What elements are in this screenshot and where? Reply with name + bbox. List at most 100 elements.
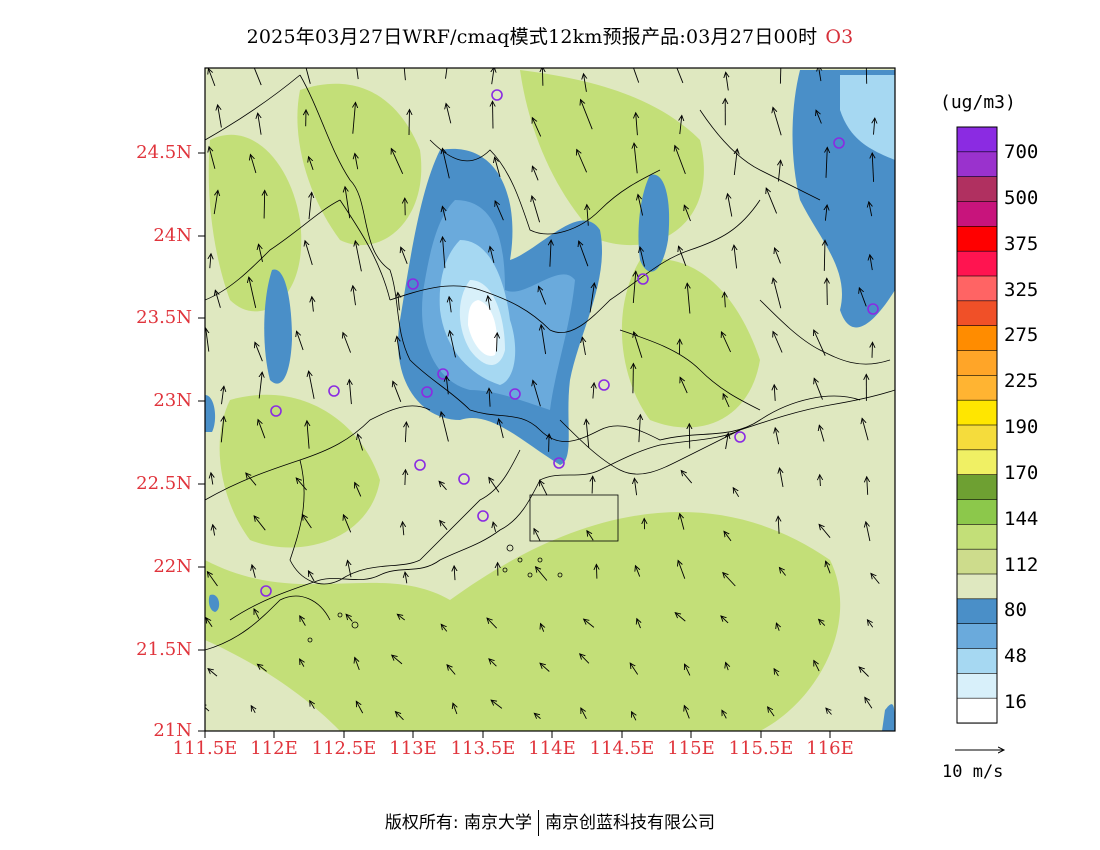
wind-arrow [814,330,826,356]
wind-arrow [723,394,730,408]
wind-arrow [403,68,406,81]
wind-arrow [489,659,497,667]
wind-arrow [589,283,594,313]
wind-arrow [633,364,634,394]
legend-label: 700 [1004,141,1039,163]
wind-arrow [353,286,356,306]
wind-arrow [206,618,213,627]
color-bar-segment [956,449,998,476]
legend-label: 48 [1004,645,1027,667]
field-blue-edge-w [205,395,216,432]
contour-field [205,68,895,731]
wind-arrow [246,473,257,486]
field-blue-edge-sw [208,594,220,612]
wind-arrow [675,146,686,175]
wind-arrow [630,663,639,675]
hongkong-box [529,494,619,542]
wind-arrow [534,529,541,542]
wind-arrow [491,700,503,709]
wind-arrow [312,297,314,312]
wind-arrow [684,706,690,719]
wind-arrow [446,376,448,395]
wind-arrow [305,68,311,84]
field-green-e [621,258,760,428]
station-marker [833,137,845,149]
wind-arrow [309,371,315,399]
color-bar-segment [956,524,998,550]
wind-arrow [541,325,547,355]
wind-arrow [540,663,550,672]
legend-label: 225 [1004,370,1039,392]
wind-arrow [721,616,729,624]
wind-arrow [355,658,360,671]
title-species: O3 [825,26,854,48]
wind-arrow [446,104,452,124]
wind-arrow [766,188,778,214]
wind-arrow [309,192,312,220]
lon-label: 113.5E [450,738,516,759]
wind-arrow [728,194,733,217]
lon-label: 116E [806,738,854,759]
wind-arrow [775,248,781,264]
footer: 版权所有: 南京大学 南京创蓝科技有限公司 [0,808,1100,836]
wind-arrow [871,573,880,584]
field-green-n [297,83,422,246]
wind-arrow [253,68,262,86]
wind-arrow [867,620,874,628]
wind-arrow [343,333,352,353]
wind-arrow [635,566,639,577]
wind-arrow [541,624,544,632]
wind-arrow [403,522,404,536]
wind-arrow [680,377,688,394]
color-bar-segment [956,126,998,153]
wind-arrow [774,385,775,401]
wind-arrow [721,332,732,353]
wind-arrow [493,522,496,532]
wind-arrow [453,703,457,715]
wind-arrow [250,155,257,174]
wind-arrow [300,616,306,626]
wind-arrow [678,561,686,579]
wind-arrow [533,380,541,407]
wind-arrow [401,247,408,264]
wind-arrow [726,72,729,91]
wind-arrow [866,522,871,542]
lon-label: 112.5E [311,738,377,759]
wind-arrow [819,619,826,626]
wind-arrow [447,665,456,675]
wind-arrow [487,618,498,629]
wind-arrow [820,475,821,487]
wind-arrow [257,664,267,672]
station-marker [437,368,449,380]
footer-right: 南京创蓝科技有限公司 [545,813,716,833]
lon-label: 114E [528,738,576,759]
wind-arrow [779,68,782,84]
wind-arrow [780,468,784,487]
wind-arrow [633,271,636,304]
footer-separator [538,810,540,836]
lon-label: 114.5E [589,738,655,759]
station-marker [407,278,419,290]
wind-arrow [680,514,685,530]
color-bar-segment [956,151,998,178]
wind-arrow [454,566,455,581]
boundaries [205,74,895,651]
field-blue-ne-light [840,75,895,160]
wind-arrow [826,561,831,574]
legend-label: 170 [1004,462,1039,484]
wind-arrow [577,150,588,173]
wind-arrow [221,416,224,443]
color-bar-segment [956,573,998,600]
wind-arrow [405,572,407,584]
station-marker [553,457,565,469]
wind-arrow [532,196,541,223]
field-blue-core [468,300,497,356]
wind-arrow [579,241,589,267]
lat-label: 24.5N [136,142,192,163]
wind-arrow [259,244,263,262]
wind-arrow [450,331,456,358]
wind-arrow [550,240,551,267]
lat-label: 22N [153,556,192,577]
wind-arrow [776,623,779,631]
wind-arrow [349,380,351,405]
